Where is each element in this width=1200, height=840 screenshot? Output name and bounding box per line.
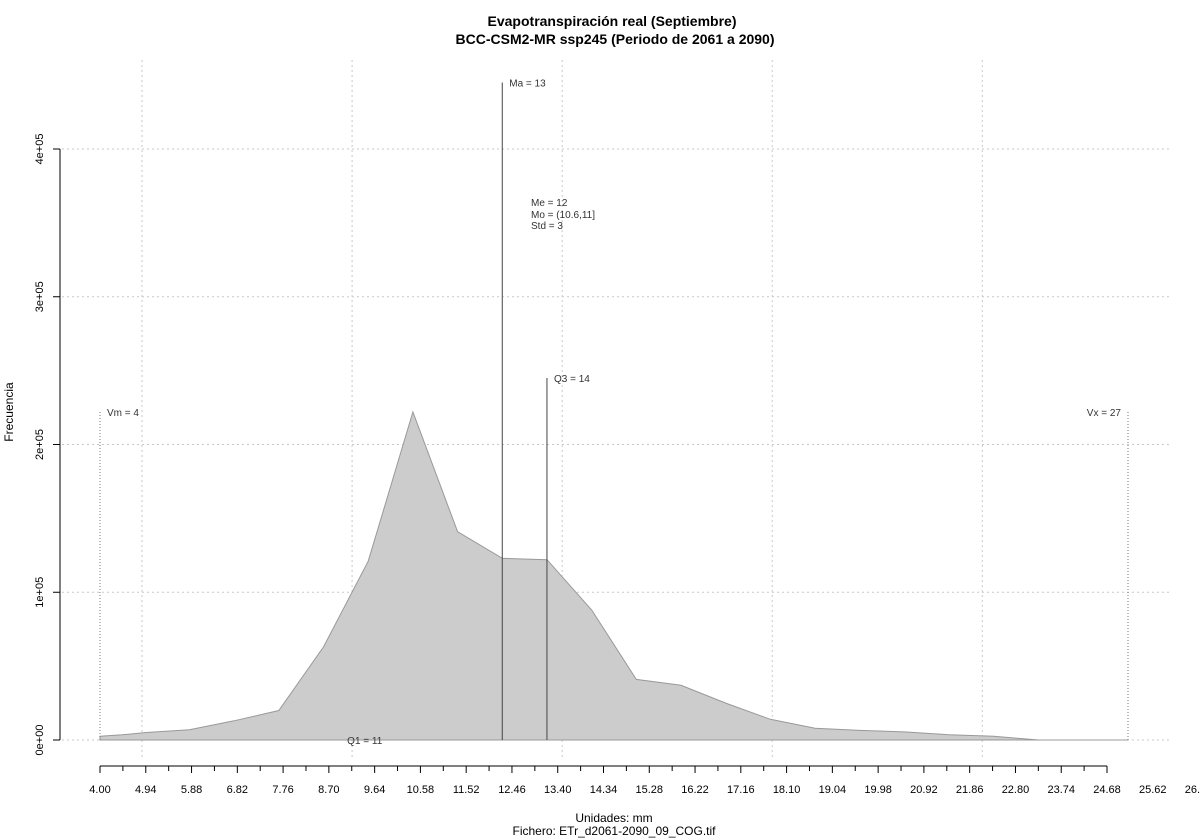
area-layer bbox=[99, 410, 1128, 741]
chart-subtitle: BCC-CSM2-MR ssp245 (Periodo de 2061 a 20… bbox=[456, 31, 775, 47]
y-tick-label: 1e+05 bbox=[34, 577, 46, 608]
frequency-area bbox=[99, 410, 1128, 741]
x-tick-label: 11.52 bbox=[453, 784, 480, 796]
x-axis-label: Unidades: mm bbox=[575, 811, 652, 825]
y-tick-label: 0e+00 bbox=[34, 725, 46, 756]
x-tick-label: 26.56 bbox=[1185, 784, 1200, 796]
x-tick-label: 6.82 bbox=[227, 784, 248, 796]
y-tick-label: 3e+05 bbox=[34, 281, 46, 312]
marker-label: Q1 = 11 bbox=[347, 736, 383, 747]
x-tick-label: 22.80 bbox=[1002, 784, 1030, 796]
x-tick-label: 5.88 bbox=[181, 784, 202, 796]
chart-text: Evapotranspiración real (Septiembre) BCC… bbox=[2, 13, 1121, 838]
axes: 0e+00 1e+05 2e+05 3e+05 4e+05 4.00 4.94 5.88 6.8… bbox=[34, 134, 1200, 796]
marker-label: Vx = 27 bbox=[1087, 408, 1122, 419]
x-tick-label: 8.70 bbox=[318, 784, 339, 796]
x-tick-label: 19.04 bbox=[819, 784, 847, 796]
x-tick-label: 12.46 bbox=[498, 784, 526, 796]
marker-label: Ma = 13 bbox=[509, 79, 546, 90]
stat-mode: Mo = (10.6,11] bbox=[531, 210, 595, 221]
x-tick-label: 23.74 bbox=[1047, 784, 1075, 796]
marker-label: Vm = 4 bbox=[107, 408, 139, 419]
x-tick-label: 24.68 bbox=[1093, 784, 1121, 796]
y-tick-label: 2e+05 bbox=[34, 429, 46, 460]
x-tick-label: 25.62 bbox=[1139, 784, 1167, 796]
x-tick-label: 4.00 bbox=[89, 784, 110, 796]
marker-label: Q3 = 14 bbox=[554, 374, 590, 385]
x-tick-label: 20.92 bbox=[910, 784, 938, 796]
x-tick-label: 16.22 bbox=[681, 784, 709, 796]
y-axis-label: Frecuencia bbox=[2, 382, 16, 442]
x-tick-label: 15.28 bbox=[636, 784, 664, 796]
x-tick-label: 18.10 bbox=[773, 784, 801, 796]
y-tick-label: 4e+05 bbox=[34, 134, 46, 165]
x-tick-label: 7.76 bbox=[272, 784, 293, 796]
x-tick-label: 4.94 bbox=[135, 784, 156, 796]
chart-title: Evapotranspiración real (Septiembre) bbox=[488, 13, 737, 29]
stat-std: Std = 3 bbox=[531, 221, 563, 232]
x-tick-label: 13.40 bbox=[544, 784, 572, 796]
x-tick-label: 21.86 bbox=[956, 784, 984, 796]
marker-lines bbox=[99, 82, 1129, 740]
x-tick-label: 9.64 bbox=[364, 784, 385, 796]
x-tick-label: 10.58 bbox=[407, 784, 435, 796]
x-tick-label: 19.98 bbox=[864, 784, 892, 796]
file-caption: Fichero: ETr_d2061-2090_09_COG.tif bbox=[513, 824, 717, 838]
stat-median: Me = 12 bbox=[531, 198, 568, 209]
x-tick-label: 14.34 bbox=[590, 784, 618, 796]
x-tick-label: 17.16 bbox=[727, 784, 755, 796]
